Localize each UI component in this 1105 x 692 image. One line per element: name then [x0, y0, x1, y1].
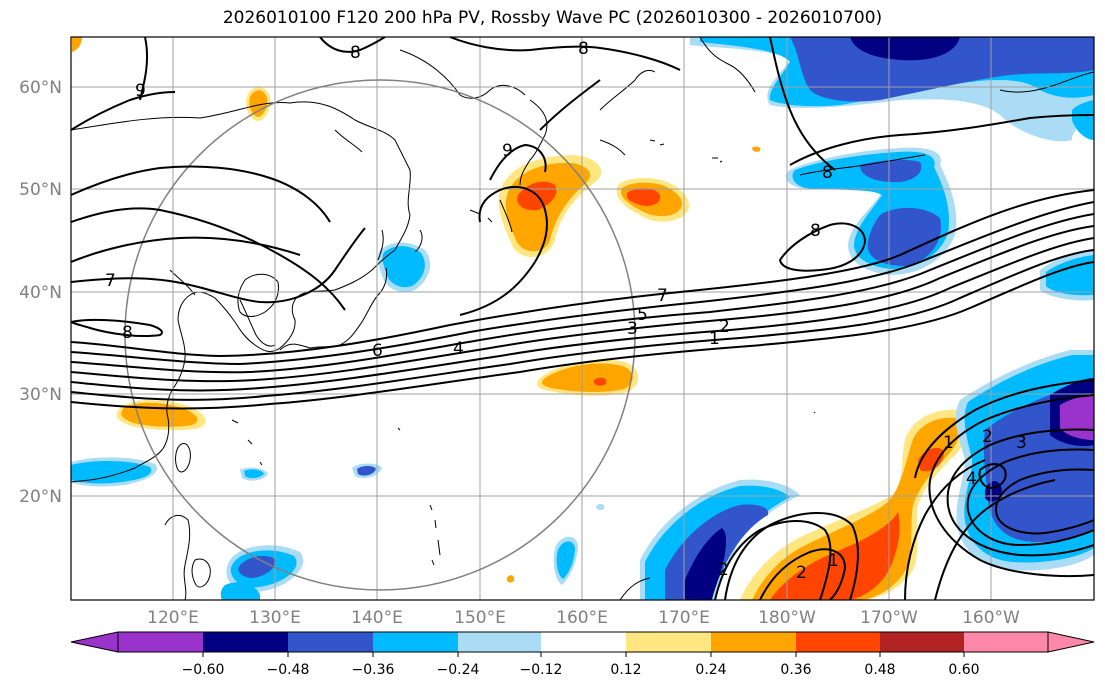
map-frame [70, 36, 1095, 601]
colorbar: −0.60 −0.48 −0.36 −0.24 −0.12 0.12 0.24 … [70, 631, 1095, 678]
lon-label-130e: 130°E [249, 608, 301, 628]
contour-label: 8 [350, 43, 361, 63]
contour-label: 8 [822, 163, 833, 183]
lon-label-140e: 140°E [351, 608, 403, 628]
lon-label-120e: 120°E [147, 608, 199, 628]
contour-label: 5 [637, 305, 648, 325]
lon-label-180w: 180°W [758, 608, 816, 628]
colorbar-tick-label: −0.24 [437, 662, 480, 678]
lat-label-30n: 30°N [19, 385, 62, 405]
colorbar-segment [203, 632, 288, 652]
map-area: 9 8 8 9 8 8 7 8 7 5 3 2 1 6 4 1 2 3 4 2 … [71, 37, 1094, 600]
colorbar-tick-label: −0.48 [267, 662, 310, 678]
contour-label: 1 [943, 433, 954, 453]
colorbar-tick-label: 0.24 [695, 662, 726, 678]
colorbar-segment [373, 632, 458, 652]
colorbar-segment [458, 632, 541, 652]
colorbar-min-extension [70, 631, 119, 653]
latitude-labels: 60°N 50°N 40°N 30°N 20°N [19, 78, 62, 507]
lon-label-160w: 160°W [962, 608, 1020, 628]
colorbar-segment [118, 632, 203, 652]
colorbar-tick-label: 0.12 [610, 662, 641, 678]
contour-label: 1 [828, 551, 839, 571]
colorbar-max-extension [1047, 631, 1095, 653]
contour-label: 8 [810, 221, 821, 241]
lat-label-20n: 20°N [19, 487, 62, 507]
colorbar-tick-label: 0.36 [780, 662, 811, 678]
contour-label: 8 [122, 323, 133, 343]
lon-label-170w: 170°W [860, 608, 918, 628]
longitude-labels: 120°E 130°E 140°E 150°E 160°E 170°E 180°… [147, 608, 1020, 628]
colorbar-segment [711, 632, 796, 652]
contour-labels: 9 8 8 9 8 8 7 8 7 5 3 2 1 6 4 1 2 3 4 2 … [105, 39, 1027, 583]
contour-label: 2 [718, 560, 729, 580]
colorbar-tick-label: −0.36 [352, 662, 395, 678]
colorbar-segment [796, 632, 880, 652]
colorbar-segment [880, 632, 964, 652]
colorbar-tick-label: 0.48 [864, 662, 895, 678]
map-title: 2026010100 F120 200 hPa PV, Rossby Wave … [222, 8, 883, 28]
lon-label-150e: 150°E [454, 608, 506, 628]
contour-label: 3 [627, 319, 638, 339]
contour-label: 2 [982, 427, 993, 447]
lon-label-160e: 160°E [556, 608, 608, 628]
colorbar-tick-label: −0.12 [520, 662, 563, 678]
contour-label: 2 [796, 563, 807, 583]
contour-label: 7 [105, 271, 116, 291]
lon-label-170e: 170°E [658, 608, 710, 628]
lat-label-60n: 60°N [19, 78, 62, 98]
contour-label: 4 [453, 339, 464, 359]
colorbar-tick-label: 0.60 [948, 662, 979, 678]
contour-label: 4 [966, 469, 977, 489]
colorbar-segment [288, 632, 373, 652]
contour-label: 3 [1016, 433, 1027, 453]
colorbar-segment [964, 632, 1048, 652]
pv-contours [71, 37, 1094, 600]
colorbar-segment [541, 632, 626, 652]
contour-label: 6 [372, 341, 383, 361]
contour-label: 1 [709, 329, 720, 349]
contour-label: 2 [719, 317, 730, 337]
contour-label: 7 [657, 286, 668, 306]
contour-label: 9 [135, 81, 146, 101]
contour-label: 9 [502, 141, 513, 161]
lat-label-50n: 50°N [19, 180, 62, 200]
colorbar-tick-label: −0.60 [182, 662, 225, 678]
contour-label: 8 [578, 39, 589, 59]
lat-label-40n: 40°N [19, 283, 62, 303]
colorbar-frame [117, 631, 1049, 653]
colorbar-segment [626, 632, 711, 652]
